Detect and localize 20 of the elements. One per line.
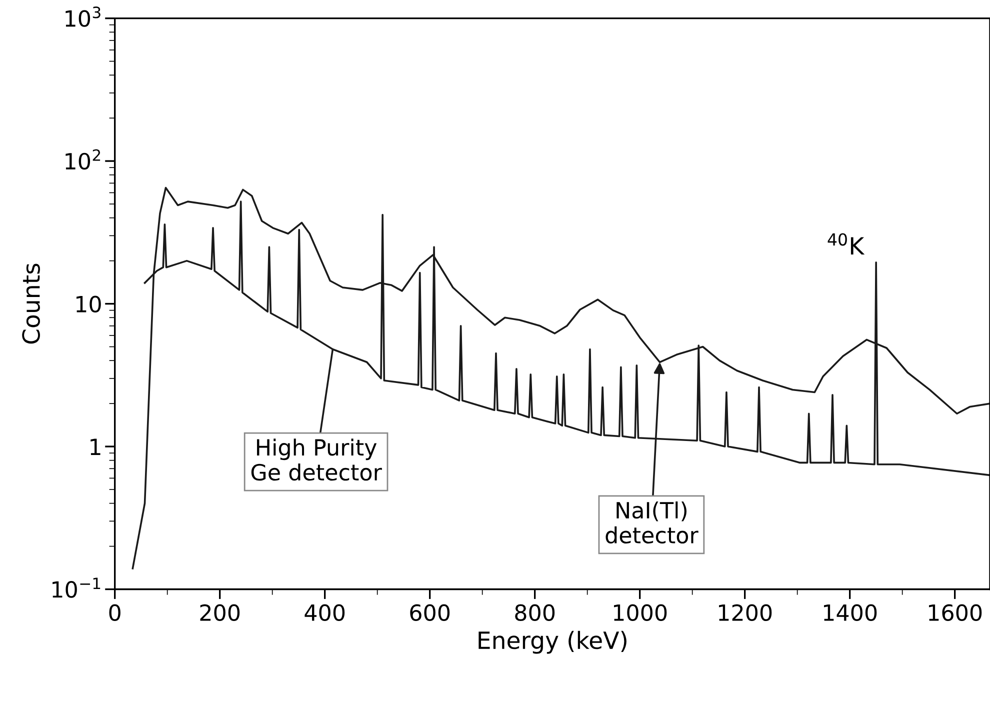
annotation: High Purity Ge detector bbox=[251, 438, 382, 481]
y-axis-title: Counts bbox=[22, 264, 40, 344]
y-tick-label: 10$^{2}$ bbox=[66, 149, 100, 170]
x-tick-label: 400 bbox=[304, 604, 345, 622]
y-tick-label: 1 bbox=[90, 438, 100, 455]
x-tick-label: 800 bbox=[515, 604, 555, 622]
annotation: $^{40}$K bbox=[828, 233, 865, 255]
x-tick-label: 0 bbox=[109, 604, 120, 622]
y-tick-label: 10$^{3}$ bbox=[66, 6, 100, 27]
y-tick-label: 10$^{−1}$ bbox=[52, 578, 100, 598]
x-tick-label: 200 bbox=[200, 604, 240, 622]
line-series bbox=[132, 186, 990, 570]
x-axis-title: Energy (keV) bbox=[478, 630, 626, 654]
x-tick-label: 1000 bbox=[614, 604, 667, 622]
y-tick-label: 10 bbox=[76, 296, 101, 313]
x-tick-label: 1400 bbox=[824, 604, 877, 622]
x-tick-label: 1200 bbox=[718, 604, 772, 622]
annotation: NaI(Tl) detector bbox=[606, 501, 698, 544]
x-tick-label: 600 bbox=[410, 604, 450, 622]
x-tick-label: 1600 bbox=[928, 604, 982, 622]
